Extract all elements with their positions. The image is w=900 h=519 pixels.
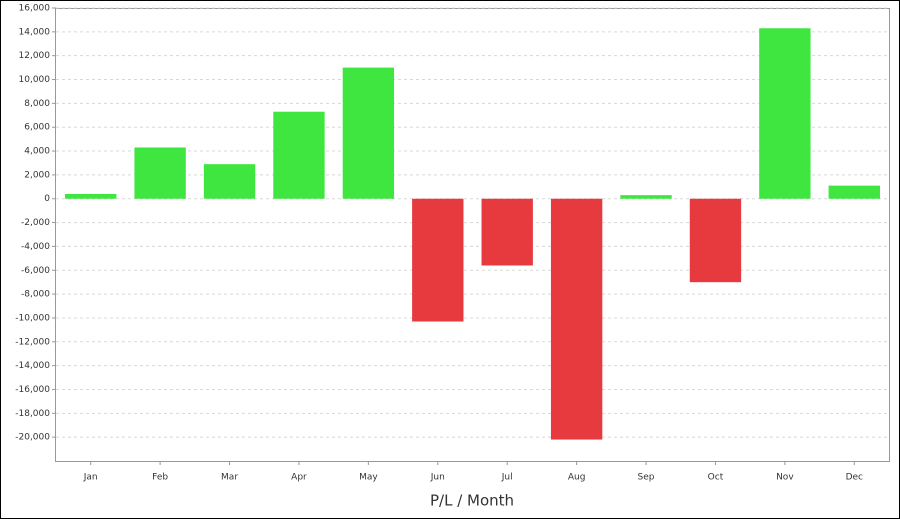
x-axis-title: P/L / Month [430, 492, 514, 510]
y-tick-label: 2,000 [24, 170, 50, 180]
x-tick-label: Mar [221, 473, 238, 483]
bar [65, 193, 117, 199]
y-tick-label: -18,000 [15, 409, 50, 419]
bar [342, 67, 395, 199]
bar [134, 147, 186, 199]
bar [203, 164, 256, 199]
y-tick-label: -8,000 [21, 290, 50, 300]
bar [550, 198, 603, 440]
y-tick-label: -6,000 [21, 266, 50, 276]
plot-area [55, 8, 890, 462]
y-tick-label: -16,000 [15, 385, 50, 395]
y-tick-label: 10,000 [19, 75, 51, 85]
x-tick-label: Aug [568, 473, 586, 483]
bar [273, 111, 325, 199]
bar [620, 195, 672, 199]
y-tick-label: -14,000 [15, 361, 50, 371]
y-tick-label: 8,000 [24, 99, 50, 109]
x-tick-label: May [359, 473, 378, 483]
x-tick-label: Apr [291, 473, 307, 483]
y-tick-label: 12,000 [19, 51, 51, 61]
bar [689, 198, 742, 283]
bar [759, 28, 811, 199]
y-tick-label: 0 [44, 194, 50, 204]
x-tick-label: Jul [501, 473, 513, 483]
y-tick-label: -4,000 [21, 242, 50, 252]
y-tick-label: -12,000 [15, 337, 50, 347]
bar [412, 198, 464, 322]
y-tick-label: -10,000 [15, 313, 50, 323]
y-tick-label: -20,000 [15, 433, 50, 443]
y-tick-label: 14,000 [19, 27, 51, 37]
x-tick-label: Sep [638, 473, 655, 483]
bar [828, 185, 880, 199]
x-tick-label: Nov [776, 473, 794, 483]
y-tick-label: 16,000 [19, 4, 51, 14]
x-tick-label: Jun [430, 473, 445, 483]
x-tick-label: Dec [846, 473, 863, 483]
x-tick-label: Jan [83, 473, 98, 483]
y-tick-label: -2,000 [21, 218, 50, 228]
y-tick-label: 6,000 [24, 123, 50, 133]
x-tick-label: Feb [152, 473, 168, 483]
bar [481, 198, 533, 266]
y-tick-label: 4,000 [24, 147, 50, 157]
x-tick-label: Oct [708, 473, 724, 483]
